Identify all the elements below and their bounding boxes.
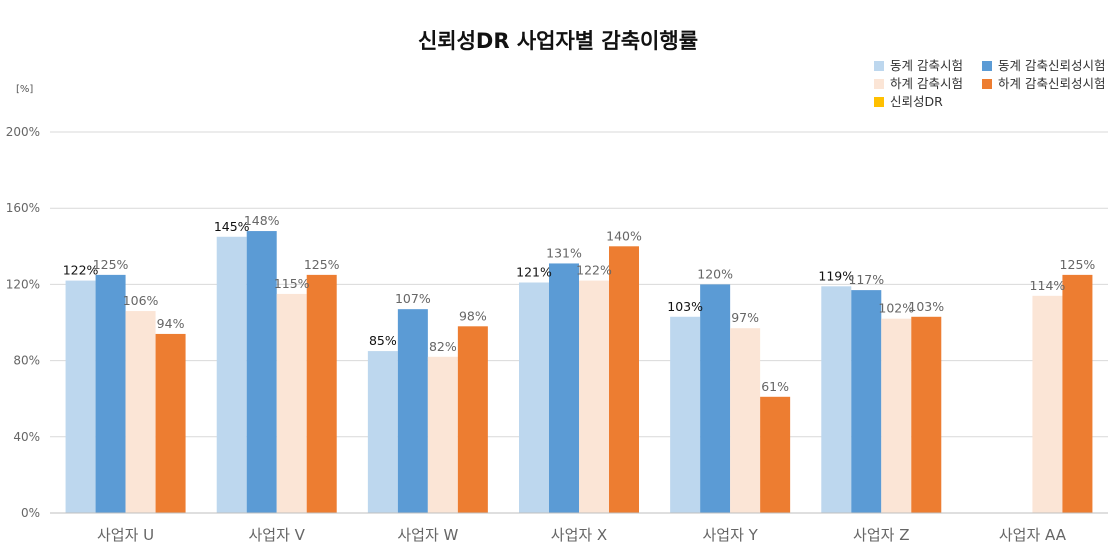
x-category-label: 사업자 U <box>97 526 154 544</box>
data-label: 97% <box>731 310 759 325</box>
bar <box>519 282 549 513</box>
data-label: 125% <box>1060 257 1096 272</box>
y-tick-label: 0% <box>21 506 40 520</box>
data-label: 125% <box>304 257 340 272</box>
data-label: 119% <box>818 268 854 283</box>
legend-label: 동계 감축신뢰성시험 <box>998 58 1105 73</box>
y-tick-label: 80% <box>13 354 40 368</box>
bar <box>670 316 701 513</box>
bar <box>1032 295 1063 513</box>
data-label: 122% <box>63 263 99 278</box>
bar <box>276 293 307 513</box>
bar <box>549 263 579 513</box>
legend-swatch <box>982 61 992 71</box>
data-label: 117% <box>848 272 884 287</box>
bar <box>457 326 488 513</box>
data-label: 107% <box>395 291 431 306</box>
data-label: 121% <box>516 264 552 279</box>
data-labels: 122%125%106%94%145%148%115%125%85%107%82… <box>63 213 1096 394</box>
data-label: 102% <box>878 301 914 316</box>
legend-swatch <box>874 79 884 89</box>
data-label: 148% <box>244 213 280 228</box>
data-label: 131% <box>546 245 582 260</box>
data-label: 106% <box>123 293 159 308</box>
chart-title: 신뢰성DR 사업자별 감축이행률 <box>418 29 698 53</box>
bar <box>579 280 609 513</box>
y-tick-label: 200% <box>6 125 40 139</box>
bar <box>155 333 186 513</box>
bar <box>851 290 882 513</box>
bar <box>821 286 852 513</box>
bar <box>760 396 791 513</box>
bar <box>125 311 156 513</box>
legend-swatch <box>982 79 992 89</box>
data-label: 114% <box>1030 278 1066 293</box>
data-label: 94% <box>157 316 185 331</box>
legend-label: 하계 감축신뢰성시험 <box>998 76 1105 91</box>
bar <box>216 236 247 513</box>
bar <box>881 318 912 513</box>
bar <box>730 328 761 513</box>
x-category-label: 사업자 AA <box>999 526 1067 544</box>
bar <box>397 309 428 513</box>
legend-label: 신뢰성DR <box>890 94 943 109</box>
data-label: 140% <box>606 228 642 243</box>
y-unit-label: [%] <box>16 84 33 95</box>
bar <box>911 316 942 513</box>
data-label: 125% <box>93 257 129 272</box>
bars <box>65 231 1093 514</box>
data-label: 98% <box>459 308 487 323</box>
data-label: 85% <box>369 333 397 348</box>
y-tick-label: 40% <box>13 430 40 444</box>
x-category-label: 사업자 W <box>397 526 458 544</box>
legend-swatch <box>874 61 884 71</box>
y-tick-label: 120% <box>6 277 40 291</box>
data-label: 115% <box>274 276 310 291</box>
x-category-label: 사업자 V <box>248 526 305 544</box>
bar <box>609 246 639 514</box>
x-category-label: 사업자 Y <box>702 526 758 544</box>
data-label: 122% <box>576 263 612 278</box>
data-label: 61% <box>761 379 789 394</box>
bar <box>427 356 458 513</box>
y-tick-label: 160% <box>6 201 40 215</box>
data-label: 103% <box>667 299 703 314</box>
legend-label: 하계 감축시험 <box>890 76 963 91</box>
bar <box>367 351 398 513</box>
data-label: 82% <box>429 339 457 354</box>
axes: 0% 40% 80% 120% 160% 200% 사업자 U 사업자 V 사업자 W 사업자 X… <box>6 125 1108 544</box>
bar <box>95 274 126 513</box>
bar <box>700 284 731 513</box>
bar <box>65 280 96 513</box>
x-category-label: 사업자 X <box>551 526 607 544</box>
data-label: 145% <box>214 219 250 234</box>
data-label: 103% <box>908 299 944 314</box>
bar <box>246 231 277 513</box>
legend-swatch <box>874 97 884 107</box>
data-label: 120% <box>697 266 733 281</box>
bar <box>306 274 337 513</box>
x-category-label: 사업자 Z <box>853 526 909 544</box>
legend-label: 동계 감축시험 <box>890 58 963 73</box>
bar <box>1062 274 1093 513</box>
